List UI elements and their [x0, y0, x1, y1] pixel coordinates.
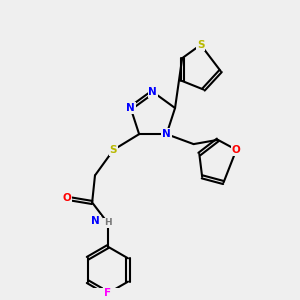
Text: N: N [126, 103, 135, 113]
Text: S: S [197, 40, 204, 50]
Text: F: F [104, 288, 111, 298]
Text: S: S [110, 145, 117, 155]
Text: N: N [162, 129, 171, 139]
Text: N: N [92, 216, 100, 226]
Text: N: N [148, 87, 157, 97]
Text: H: H [104, 218, 112, 227]
Text: O: O [62, 193, 71, 203]
Text: O: O [232, 145, 241, 155]
